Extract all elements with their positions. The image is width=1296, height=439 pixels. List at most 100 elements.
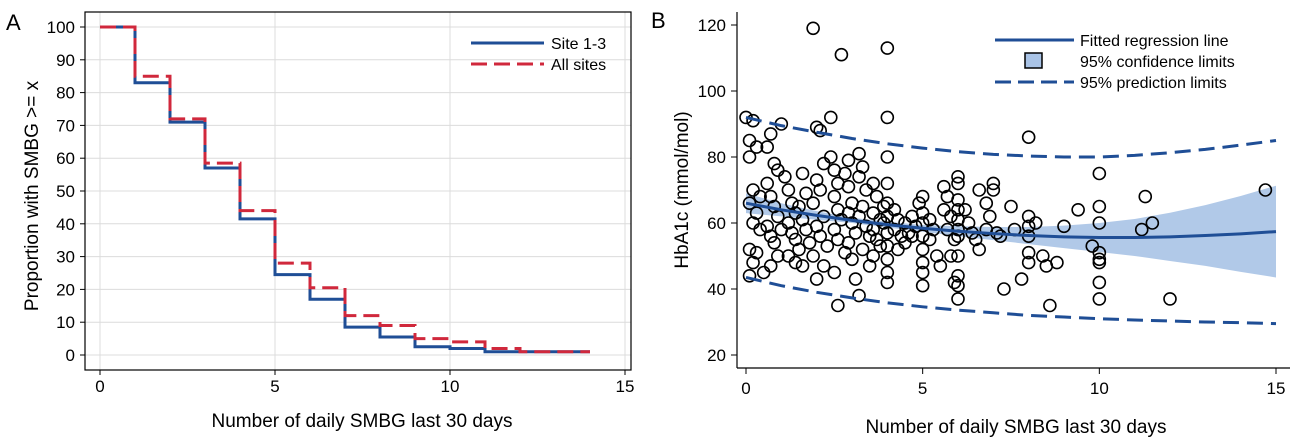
data-point <box>880 265 895 280</box>
data-point <box>880 226 895 240</box>
data-point <box>951 249 965 263</box>
data-point <box>986 183 1001 197</box>
data-point <box>831 298 845 313</box>
panel-a-y-tick-label: 50 <box>56 182 75 201</box>
data-point <box>806 249 820 263</box>
data-point <box>749 140 764 154</box>
data-point <box>827 189 842 204</box>
data-point <box>1021 219 1036 234</box>
data-point <box>809 272 824 286</box>
panel-b-label: B <box>651 8 666 33</box>
panel-b-confidence-area <box>746 185 1276 278</box>
data-point <box>848 226 863 240</box>
data-point <box>922 232 937 247</box>
data-point <box>770 249 785 263</box>
panel-a-series-all-sites <box>100 25 590 354</box>
data-point <box>880 196 895 210</box>
panel-b-prediction-lower <box>745 275 1277 326</box>
data-point <box>915 255 930 270</box>
data-point <box>781 183 796 197</box>
data-point <box>880 275 895 290</box>
data-point <box>915 229 930 243</box>
data-point <box>852 288 866 303</box>
panel-b-y-ticks: 20 40 60 80 100 120 <box>698 16 737 365</box>
panel-a-y-tick-label: 100 <box>47 18 75 37</box>
data-point <box>1092 166 1107 181</box>
data-point <box>951 176 965 191</box>
data-point <box>937 203 951 217</box>
panel-b-x-tick-label: 15 <box>1267 379 1286 398</box>
data-point <box>1092 245 1107 260</box>
data-point <box>742 242 757 257</box>
panel-a-y-tick-label: 40 <box>56 215 75 234</box>
panel-b: B 20 40 60 80 100 120 0 5 10 15 Number of daily … <box>651 8 1290 438</box>
data-point <box>795 166 810 181</box>
panel-b-y-axis-title: HbA1c (mmol/mol) <box>672 111 693 268</box>
panel-a-x-tick-label: 10 <box>441 377 460 396</box>
data-point <box>1145 216 1160 230</box>
data-point <box>951 203 965 217</box>
data-point <box>1092 199 1107 214</box>
data-point <box>742 268 757 283</box>
data-point <box>813 229 828 243</box>
data-point <box>795 259 810 273</box>
legend-label-fitted-line: Fitted regression line <box>1080 33 1229 50</box>
data-point <box>1004 199 1018 214</box>
data-point <box>933 259 948 273</box>
data-point <box>1043 298 1057 313</box>
panel-a-y-ticks: 0 10 20 30 40 50 60 70 80 90 100 <box>47 18 85 365</box>
data-point <box>997 282 1011 296</box>
data-point <box>792 242 806 257</box>
data-point <box>1092 216 1107 230</box>
panel-a-label: A <box>6 10 21 35</box>
data-point <box>951 268 965 283</box>
data-point <box>823 110 838 125</box>
data-point <box>813 123 828 138</box>
legend-swatch-confidence <box>1024 52 1043 69</box>
panel-b-lines <box>745 115 1277 326</box>
data-point <box>993 229 1008 243</box>
data-point <box>951 278 965 293</box>
data-point <box>799 186 813 201</box>
data-point <box>894 229 909 243</box>
data-point <box>972 183 987 197</box>
data-point <box>1092 252 1107 267</box>
data-point <box>788 255 803 270</box>
data-point <box>763 259 778 273</box>
panel-a-x-axis-title: Number of daily SMBG last 30 days <box>212 411 513 432</box>
panel-b-fitted-line <box>745 201 1277 240</box>
data-point <box>986 176 1001 191</box>
panel-b-x-tick-label: 0 <box>741 379 750 398</box>
data-point <box>823 150 838 164</box>
data-point <box>816 259 831 273</box>
data-point <box>951 292 965 306</box>
data-point <box>841 236 856 250</box>
panel-b-x-axis-title: Number of daily SMBG last 30 days <box>866 417 1167 438</box>
data-point <box>1021 130 1036 144</box>
data-point <box>915 242 930 257</box>
data-point <box>873 212 888 227</box>
panel-a-y-tick-label: 80 <box>56 84 75 103</box>
panel-b-y-tick-label: 40 <box>707 280 726 299</box>
data-point <box>880 150 895 164</box>
data-point <box>855 242 870 257</box>
data-point <box>742 150 757 164</box>
data-point <box>1028 216 1043 230</box>
data-point <box>753 222 767 237</box>
data-point <box>915 278 930 293</box>
panel-a-y-tick-label: 0 <box>66 346 75 365</box>
legend-label-site-1-3: Site 1-3 <box>551 36 606 53</box>
data-point <box>880 176 895 191</box>
panel-a-y-tick-label: 20 <box>56 280 75 299</box>
data-point <box>891 242 905 257</box>
panel-a: A 0 10 20 30 40 50 60 70 80 90 100 0 5 10 15 Number o… <box>6 10 634 432</box>
data-point <box>841 179 856 194</box>
data-point <box>845 252 859 267</box>
data-point <box>1021 255 1036 270</box>
panel-a-legend: Site 1-3 All sites <box>471 36 606 74</box>
panel-a-x-tick-label: 0 <box>95 377 104 396</box>
panel-b-x-ticks: 0 5 10 15 <box>741 368 1285 398</box>
data-point <box>767 236 782 250</box>
legend-label-prediction: 95% prediction limits <box>1080 75 1227 92</box>
data-point <box>1050 255 1064 270</box>
